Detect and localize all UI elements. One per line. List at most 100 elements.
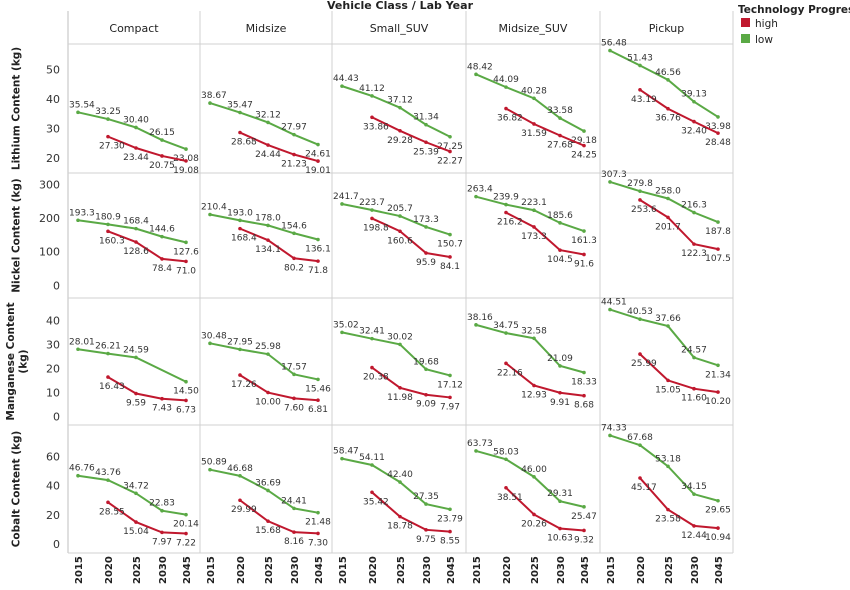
data-point-high [666,215,670,220]
data-point-low [370,208,374,212]
data-point-high [582,393,586,398]
data-point-low [716,498,720,503]
x-tick-label: 2045 [580,556,591,584]
data-point-low [692,210,696,215]
data-label-high: 36.76 [655,114,681,124]
data-point-low [76,347,80,352]
data-label-low: 35.54 [69,100,95,110]
data-label-high: 107.5 [705,254,731,264]
data-point-high [666,106,670,111]
data-point-low [134,125,138,130]
data-point-high [558,133,562,138]
data-point-high [134,391,138,396]
legend-title: Technology Progress [738,4,850,16]
data-label-low: 15.46 [305,384,331,394]
x-tick-label: 2020 [104,556,115,584]
column-header: Midsize_SUV [499,22,568,35]
data-label-low: 48.42 [467,62,493,72]
data-point-high [582,528,586,533]
data-point-high [666,378,670,383]
data-label-low: 24.57 [681,346,707,356]
data-point-low [160,508,164,513]
data-label-high: 28.68 [231,138,257,148]
data-point-low [316,377,320,382]
data-label-low: 24.59 [123,345,149,355]
data-point-low [316,237,320,242]
data-label-low: 46.56 [655,68,681,78]
data-point-high [504,361,508,366]
data-label-low: 30.02 [387,332,413,342]
data-label-low: 42.40 [387,470,413,480]
y-tick-label: 40 [46,314,60,327]
data-label-high: 20.26 [521,519,547,529]
data-point-high [504,210,508,215]
x-tick-label: 2020 [636,556,647,584]
data-label-high: 28.55 [99,507,125,517]
y-axis-label: Nickel Content (kg) [11,178,23,292]
series-line-high [505,211,585,256]
data-point-high [266,519,270,523]
data-label-low: 17.57 [281,362,307,372]
data-label-low: 193.3 [69,208,95,218]
data-label-low: 43.76 [95,468,121,478]
data-label-high: 32.40 [681,127,707,137]
series-line-high [107,376,187,402]
data-point-low [208,101,212,105]
data-label-high: 95.9 [416,258,436,268]
data-point-low [608,48,612,53]
data-point-high [638,198,642,202]
data-point-low [448,232,452,237]
data-label-low: 27.97 [281,123,307,133]
data-point-low [292,372,296,377]
data-label-low: 21.09 [547,354,573,364]
data-label-low: 154.6 [281,221,307,231]
data-point-low [504,331,508,335]
data-point-high [238,130,242,135]
data-point-low [558,364,562,368]
y-tick-label: 0 [53,411,60,424]
series-line-high [505,107,585,147]
data-label-low: 28.01 [69,337,95,347]
data-point-high [266,143,270,147]
data-point-low [474,323,478,327]
panel-grid: Compact Midsize Small_SUV Midsize_SUV Pickup… [5,11,734,584]
data-point-low [716,220,720,224]
data-label-high: 22.16 [497,368,523,378]
data-label-high: 71.8 [308,266,328,276]
data-label-high: 10.63 [547,534,573,544]
data-point-high [448,395,452,400]
data-point-low [238,110,242,115]
x-tick-label: 2045 [314,556,325,584]
data-label-low: 21.48 [305,518,331,528]
data-label-low: 32.12 [255,110,281,120]
data-label-high: 25.39 [413,147,439,157]
data-label-low: 25.47 [571,512,597,522]
data-point-low [582,370,586,375]
x-tick-label: 2030 [158,556,169,584]
column-header: Midsize [246,22,287,35]
x-tick-label: 2015 [606,556,617,584]
data-label-high: 27.68 [547,141,573,151]
data-label-high: 17.26 [231,380,257,390]
data-label-low: 241.7 [333,192,359,202]
data-label-low: 25.98 [255,342,281,352]
data-label-low: 258.0 [655,186,681,196]
data-label-low: 58.47 [333,447,359,457]
data-label-low: 34.15 [681,482,707,492]
data-point-low [666,324,670,328]
data-label-low: 17.12 [437,380,463,390]
data-label-high: 11.98 [387,393,413,403]
data-label-low: 58.03 [493,447,519,457]
series-line-high [371,217,451,258]
data-label-low: 23.08 [173,154,199,164]
data-point-high [582,252,586,257]
data-point-high [558,526,562,531]
data-point-low [474,449,478,453]
data-label-low: 38.16 [467,313,493,323]
data-label-high: 16.43 [99,382,125,392]
data-label-high: 173.3 [521,232,547,242]
data-label-low: 33.98 [705,122,731,132]
data-point-low [106,478,110,482]
data-point-high [692,119,696,124]
x-tick-label: 2045 [182,556,193,584]
